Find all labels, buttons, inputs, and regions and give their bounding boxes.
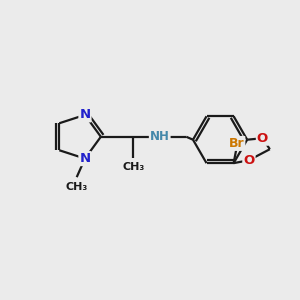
Text: NH: NH xyxy=(150,130,170,143)
Text: O: O xyxy=(243,154,255,167)
Text: Br: Br xyxy=(229,137,244,150)
Text: O: O xyxy=(257,132,268,145)
Text: N: N xyxy=(80,108,91,122)
Text: CH₃: CH₃ xyxy=(122,162,144,172)
Text: N: N xyxy=(80,152,91,165)
Text: CH₃: CH₃ xyxy=(66,182,88,192)
